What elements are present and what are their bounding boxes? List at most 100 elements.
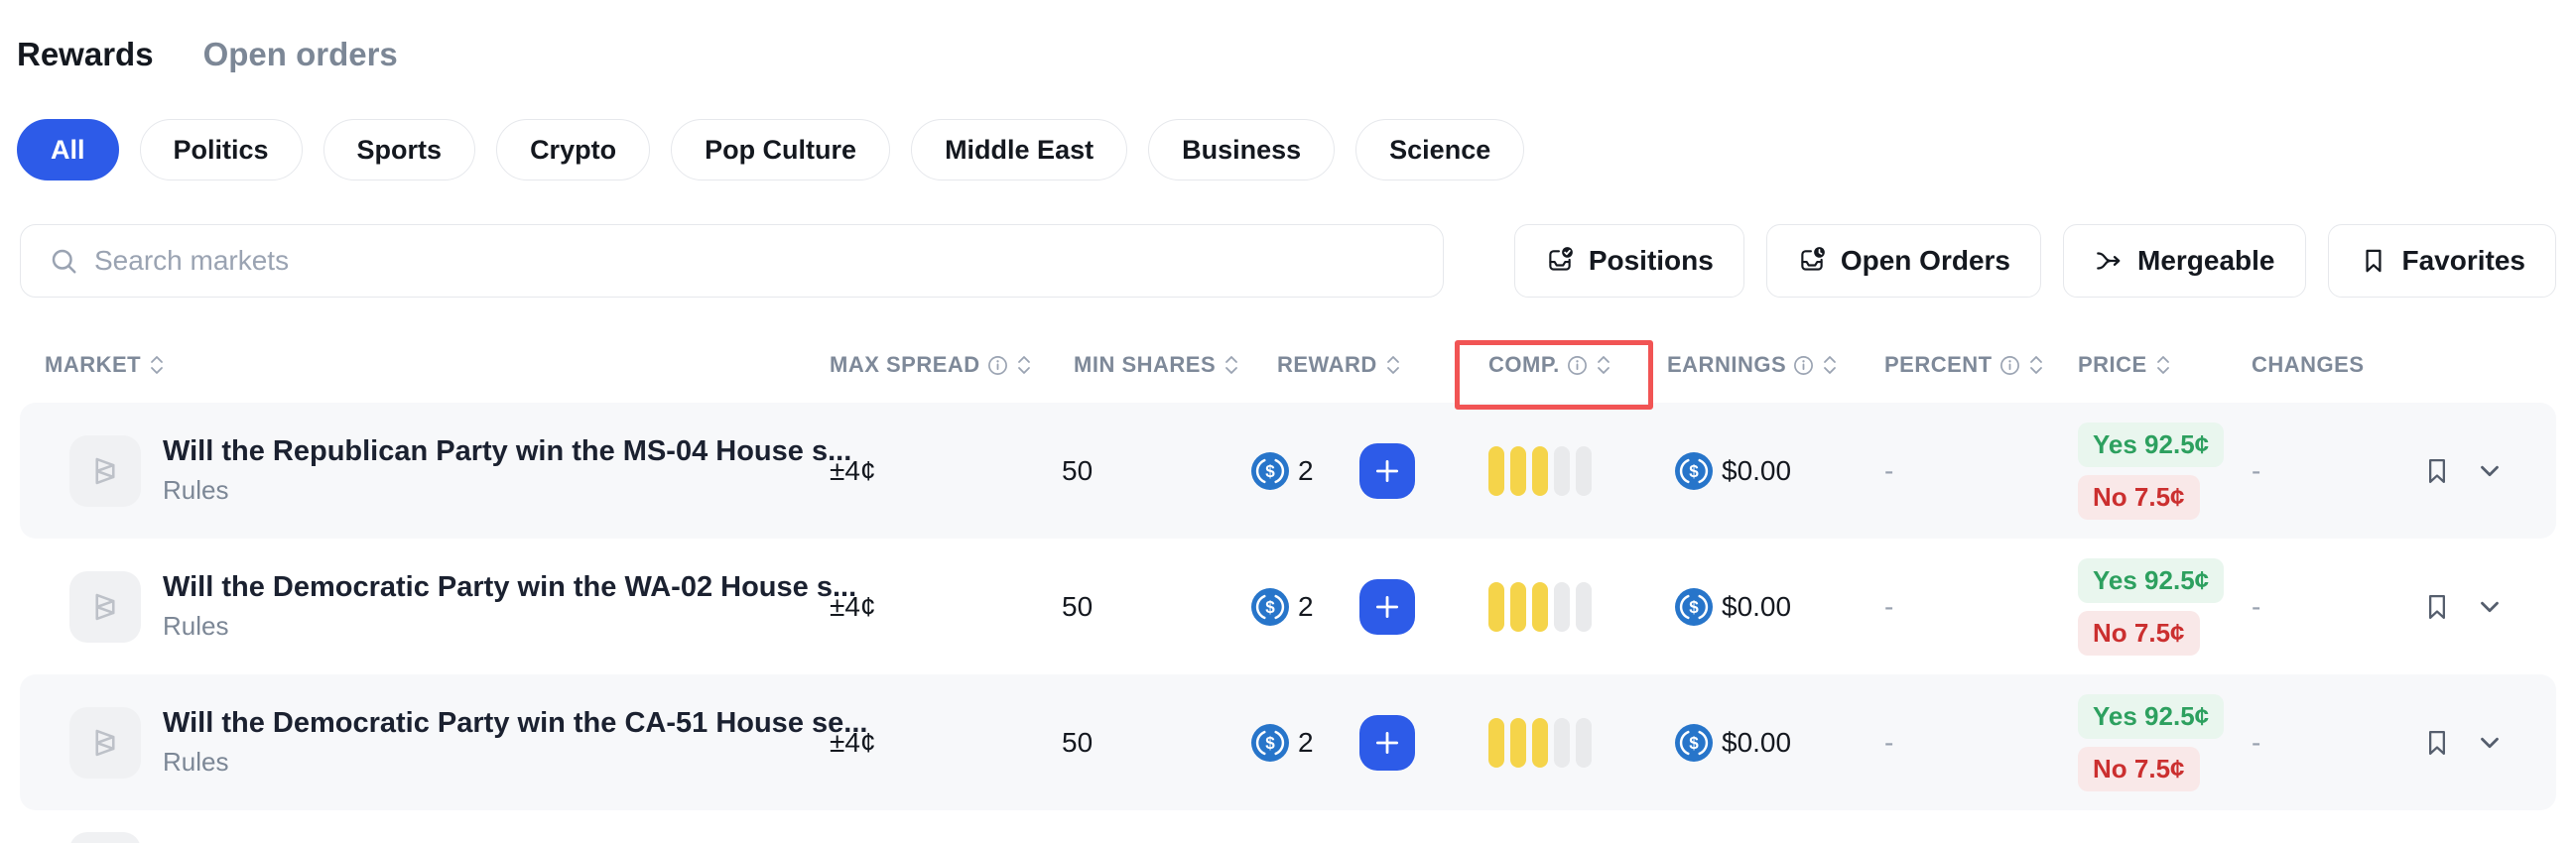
- tab-open-orders[interactable]: Open orders: [202, 36, 398, 72]
- add-liquidity-button[interactable]: [1359, 578, 1415, 635]
- add-liquidity-button[interactable]: [1359, 442, 1415, 499]
- column-label: CHANGES: [2252, 352, 2365, 377]
- column-label: MAX SPREAD: [830, 352, 980, 377]
- max-spread-value: ±4¢: [830, 454, 876, 486]
- min-shares-value: 50: [1062, 590, 1094, 622]
- column-header-percent[interactable]: PERCENT: [1880, 352, 2074, 378]
- comp-bar: [1532, 445, 1548, 496]
- earnings-value: $ $0.00: [1667, 723, 1880, 762]
- comp-bar: [1554, 581, 1570, 632]
- bookmark-icon[interactable]: [2421, 727, 2453, 759]
- bookmark-icon[interactable]: [2421, 455, 2453, 487]
- category-pill-crypto[interactable]: Crypto: [496, 119, 651, 181]
- column-label: PRICE: [2078, 352, 2147, 377]
- row-actions: [2401, 591, 2556, 623]
- chevron-down-icon[interactable]: [2475, 592, 2505, 622]
- info-icon[interactable]: [987, 355, 1008, 376]
- column-label: MARKET: [45, 352, 142, 377]
- market-row[interactable]: Will the Republican Party win the MS-04 …: [20, 403, 2556, 539]
- column-header-changes: CHANGES: [2248, 352, 2556, 378]
- no-price-pill: No 7.5¢: [2078, 746, 2200, 791]
- comp-bar: [1576, 445, 1592, 496]
- rules-link[interactable]: Rules: [163, 747, 229, 777]
- chevron-down-icon[interactable]: [2475, 728, 2505, 758]
- market-row[interactable]: Will the Democratic Party win the CA-51 …: [20, 674, 2556, 810]
- open-orders-button[interactable]: Open Orders: [1765, 224, 2041, 298]
- yes-price-pill: Yes 92.5¢: [2078, 557, 2225, 603]
- info-icon[interactable]: [1567, 355, 1588, 376]
- info-icon[interactable]: [1999, 355, 2020, 376]
- favorites-button-label: Favorites: [2401, 245, 2526, 276]
- category-pill-sports[interactable]: Sports: [322, 119, 476, 181]
- column-header-min-shares[interactable]: MIN SHARES: [1052, 352, 1245, 378]
- column-label: MIN SHARES: [1074, 352, 1217, 377]
- mergeable-button[interactable]: Mergeable: [2063, 224, 2306, 298]
- comp-meter: [1459, 445, 1667, 496]
- favorites-button[interactable]: Favorites: [2327, 224, 2556, 298]
- market-cell: [20, 810, 824, 843]
- market-image-placeholder: [69, 434, 141, 507]
- comp-bar: [1576, 717, 1592, 768]
- usdc-icon: $: [1675, 587, 1713, 626]
- tab-rewards[interactable]: Rewards: [17, 36, 154, 72]
- column-header-market[interactable]: MARKET: [20, 352, 824, 378]
- sort-icon: [1384, 354, 1402, 376]
- toolbar: Positions Open Orders Mergeable: [1513, 224, 2556, 298]
- positions-button[interactable]: Positions: [1513, 224, 1744, 298]
- info-icon[interactable]: [1793, 355, 1814, 376]
- category-pill-pop-culture[interactable]: Pop Culture: [671, 119, 891, 181]
- add-liquidity-button[interactable]: [1359, 714, 1415, 771]
- search-input[interactable]: [94, 245, 1415, 277]
- column-header-reward[interactable]: REWARD: [1245, 352, 1459, 378]
- category-pill-politics[interactable]: Politics: [139, 119, 303, 181]
- no-price-pill: No 7.5¢: [2078, 474, 2200, 520]
- usdc-icon: $: [1675, 723, 1713, 762]
- category-pill-business[interactable]: Business: [1148, 119, 1336, 181]
- comp-bar: [1554, 717, 1570, 768]
- changes-value: -: [2252, 454, 2261, 486]
- max-spread-value: ±4¢: [830, 726, 876, 758]
- bookmark-icon[interactable]: [2421, 591, 2453, 623]
- chevron-down-icon[interactable]: [2475, 456, 2505, 486]
- sort-icon: [148, 354, 166, 376]
- market-row[interactable]: Will the Democratic Party win the WA-02 …: [20, 539, 2556, 674]
- category-pill-all[interactable]: All: [17, 119, 119, 181]
- comp-meter: [1459, 581, 1667, 632]
- sort-icon: [2154, 354, 2172, 376]
- category-pill-middle-east[interactable]: Middle East: [911, 119, 1128, 181]
- positions-button-label: Positions: [1588, 245, 1714, 276]
- reward-value: $ 2: [1245, 451, 1359, 490]
- column-header-comp[interactable]: COMP.: [1455, 340, 1667, 410]
- column-header-earnings[interactable]: EARNINGS: [1667, 352, 1880, 378]
- market-text: Will the Republican Party win the MS-04 …: [163, 435, 852, 506]
- category-pill-science[interactable]: Science: [1355, 119, 1525, 181]
- column-header-price[interactable]: PRICE: [2074, 352, 2248, 378]
- market-title[interactable]: Will the Republican Party win the MS-04 …: [163, 435, 852, 467]
- row-actions: [2401, 455, 2556, 487]
- comp-bar: [1488, 717, 1504, 768]
- add-cell: [1359, 578, 1459, 635]
- comp-bar: [1532, 717, 1548, 768]
- positions-icon: [1545, 246, 1575, 276]
- rules-link[interactable]: Rules: [163, 475, 229, 505]
- add-cell: [1359, 442, 1459, 499]
- earnings-amount: $0.00: [1722, 590, 1792, 622]
- market-text: Will the Democratic Party win the WA-02 …: [163, 571, 857, 642]
- search-toolbar-row: Positions Open Orders Mergeable: [20, 224, 2556, 298]
- search-icon: [49, 246, 78, 276]
- max-spread-value: ±4¢: [830, 590, 876, 622]
- favorites-icon: [2359, 246, 2388, 276]
- sort-icon: [2027, 354, 2045, 376]
- rules-link[interactable]: Rules: [163, 611, 229, 641]
- percent-value: -: [1884, 726, 1894, 758]
- market-row-partial[interactable]: [20, 810, 2556, 843]
- percent-value: -: [1884, 590, 1894, 622]
- market-title[interactable]: Will the Democratic Party win the CA-51 …: [163, 707, 868, 739]
- earnings-value: $ $0.00: [1667, 587, 1880, 626]
- open-orders-button-label: Open Orders: [1840, 245, 2010, 276]
- row-actions: [2401, 727, 2556, 759]
- market-title[interactable]: Will the Democratic Party win the WA-02 …: [163, 571, 857, 603]
- column-header-max-spread[interactable]: MAX SPREAD: [824, 352, 1052, 378]
- min-shares-value: 50: [1062, 726, 1094, 758]
- comp-bar: [1488, 445, 1504, 496]
